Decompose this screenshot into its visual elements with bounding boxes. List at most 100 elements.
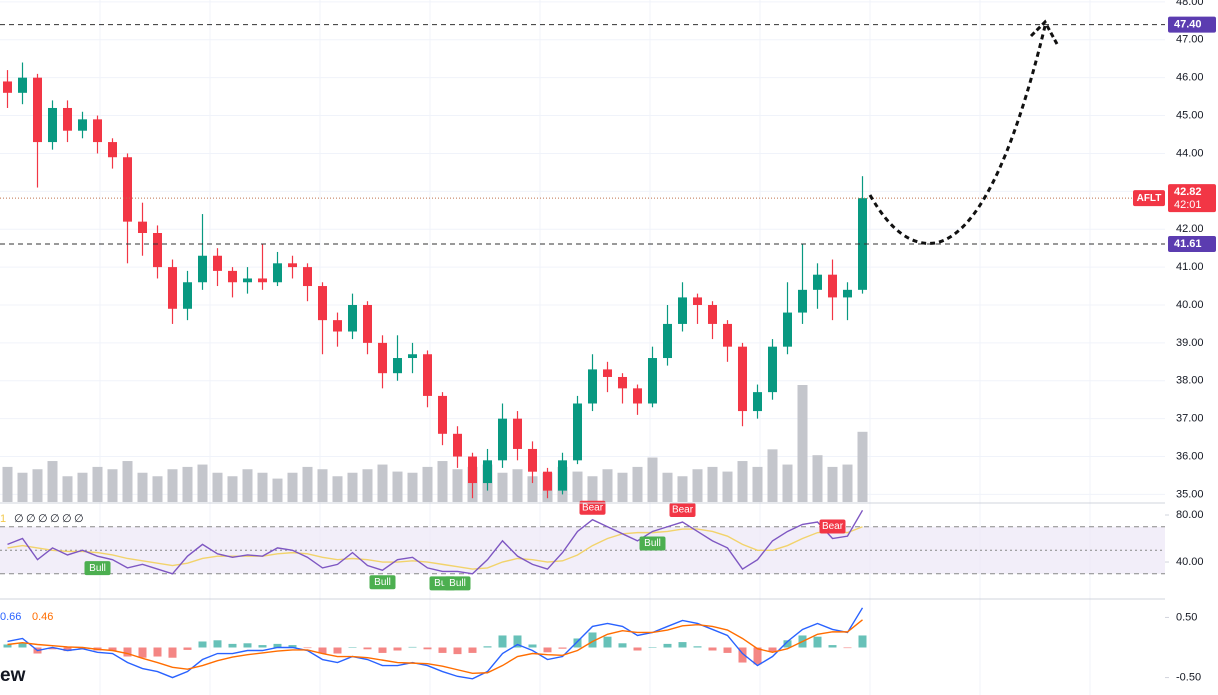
histogram-bar bbox=[648, 647, 657, 648]
signal-label-bg bbox=[579, 500, 606, 515]
volume-bar bbox=[392, 471, 403, 502]
histogram-bar bbox=[228, 643, 237, 648]
histogram-bar bbox=[708, 647, 717, 651]
candle-body bbox=[798, 289, 807, 313]
projection-arrow bbox=[868, 25, 1047, 245]
volume-bar bbox=[632, 466, 643, 502]
signal-label-bg bbox=[369, 575, 396, 590]
candle-body bbox=[78, 119, 87, 131]
volume-bar bbox=[452, 469, 463, 502]
volume-bar bbox=[272, 478, 283, 502]
volume-bar bbox=[752, 466, 763, 502]
candle-body bbox=[378, 342, 387, 374]
indicator-header: ∅ bbox=[38, 513, 48, 525]
rsi-line bbox=[7, 509, 864, 575]
histogram-bar bbox=[318, 647, 327, 654]
signal-label-bg bbox=[819, 519, 846, 534]
y-tick-label: 0.50 bbox=[1176, 611, 1197, 623]
histogram-bar bbox=[693, 646, 702, 648]
candle-body bbox=[168, 267, 177, 309]
signal-label: Bull bbox=[89, 563, 106, 574]
candle-body bbox=[18, 77, 27, 93]
histogram-bar bbox=[738, 647, 747, 663]
arrow-head bbox=[1029, 19, 1059, 45]
volume-bar bbox=[47, 461, 58, 502]
candle-body bbox=[393, 358, 402, 374]
signal-label-bg bbox=[669, 503, 696, 518]
histogram-bar bbox=[858, 635, 867, 648]
y-tick-label: 38.00 bbox=[1176, 375, 1204, 387]
histogram-bar bbox=[423, 647, 432, 650]
candle-body bbox=[63, 107, 72, 131]
candle-body bbox=[483, 460, 492, 484]
volume-bar bbox=[242, 469, 253, 502]
histogram-bar bbox=[168, 647, 177, 658]
candle-body bbox=[228, 270, 237, 283]
y-tick-label: 45.00 bbox=[1176, 109, 1204, 121]
volume-bar bbox=[152, 476, 163, 502]
candle-body bbox=[48, 107, 57, 143]
histogram-bar bbox=[483, 646, 492, 648]
indicator-header: ∅ bbox=[26, 513, 36, 525]
candle-body bbox=[543, 471, 552, 491]
volume-bar bbox=[62, 476, 73, 502]
volume-bar bbox=[527, 476, 538, 502]
y-tick-label: 36.00 bbox=[1176, 450, 1204, 462]
candle-body bbox=[423, 354, 432, 396]
histogram-bar bbox=[573, 638, 582, 648]
histogram-bar bbox=[18, 643, 27, 648]
histogram-bar bbox=[723, 647, 732, 653]
level-label: 41.61 bbox=[1174, 238, 1202, 250]
signal-label: Bear bbox=[822, 521, 844, 532]
price-label: 42.82 bbox=[1174, 186, 1202, 198]
signal-label-bg bbox=[84, 561, 111, 576]
signal-label: Bear bbox=[582, 502, 604, 513]
volume-bar bbox=[317, 469, 328, 502]
volume-bar bbox=[167, 469, 178, 502]
candle-body bbox=[33, 77, 42, 143]
histogram-bar bbox=[828, 645, 837, 648]
candle-body bbox=[333, 320, 342, 332]
macd-line bbox=[7, 607, 864, 680]
candle-body bbox=[498, 418, 507, 461]
indicator-header: 1 bbox=[0, 513, 6, 525]
signal-label-bg bbox=[444, 576, 471, 591]
candle-body bbox=[198, 255, 207, 283]
signal-label: Bull bbox=[449, 578, 466, 589]
volume-bar bbox=[857, 431, 868, 502]
volume-bar bbox=[347, 472, 358, 502]
histogram-bar bbox=[63, 647, 72, 652]
histogram-bar bbox=[633, 647, 642, 651]
histogram-bar bbox=[603, 636, 612, 648]
y-tick-label: 39.00 bbox=[1176, 337, 1204, 349]
histogram-bar bbox=[528, 644, 537, 648]
volume-bar bbox=[572, 471, 583, 502]
candle-body bbox=[753, 392, 762, 412]
symbol-label: AFLT bbox=[1137, 193, 1162, 204]
candle-body bbox=[303, 267, 312, 287]
candle-body bbox=[348, 304, 357, 332]
candle-body bbox=[708, 304, 717, 324]
candle-body bbox=[588, 369, 597, 404]
volume-bar bbox=[692, 469, 703, 502]
y-tick-label: 44.00 bbox=[1176, 147, 1204, 159]
candle-body bbox=[528, 448, 537, 472]
histogram-bar bbox=[438, 647, 447, 653]
histogram-bar bbox=[273, 643, 282, 648]
candle-body bbox=[93, 119, 102, 143]
volume-bar bbox=[182, 466, 193, 502]
volume-bar bbox=[767, 449, 778, 502]
histogram-bar bbox=[108, 647, 117, 651]
histogram-bar bbox=[288, 645, 297, 648]
candle-body bbox=[618, 376, 627, 389]
y-tick-label: 48.00 bbox=[1176, 0, 1204, 8]
histogram-bar bbox=[753, 647, 762, 665]
candle-body bbox=[723, 323, 732, 347]
candle-body bbox=[243, 278, 252, 283]
histogram-bar bbox=[408, 646, 417, 648]
candle-body bbox=[453, 433, 462, 457]
candle-body bbox=[693, 297, 702, 305]
